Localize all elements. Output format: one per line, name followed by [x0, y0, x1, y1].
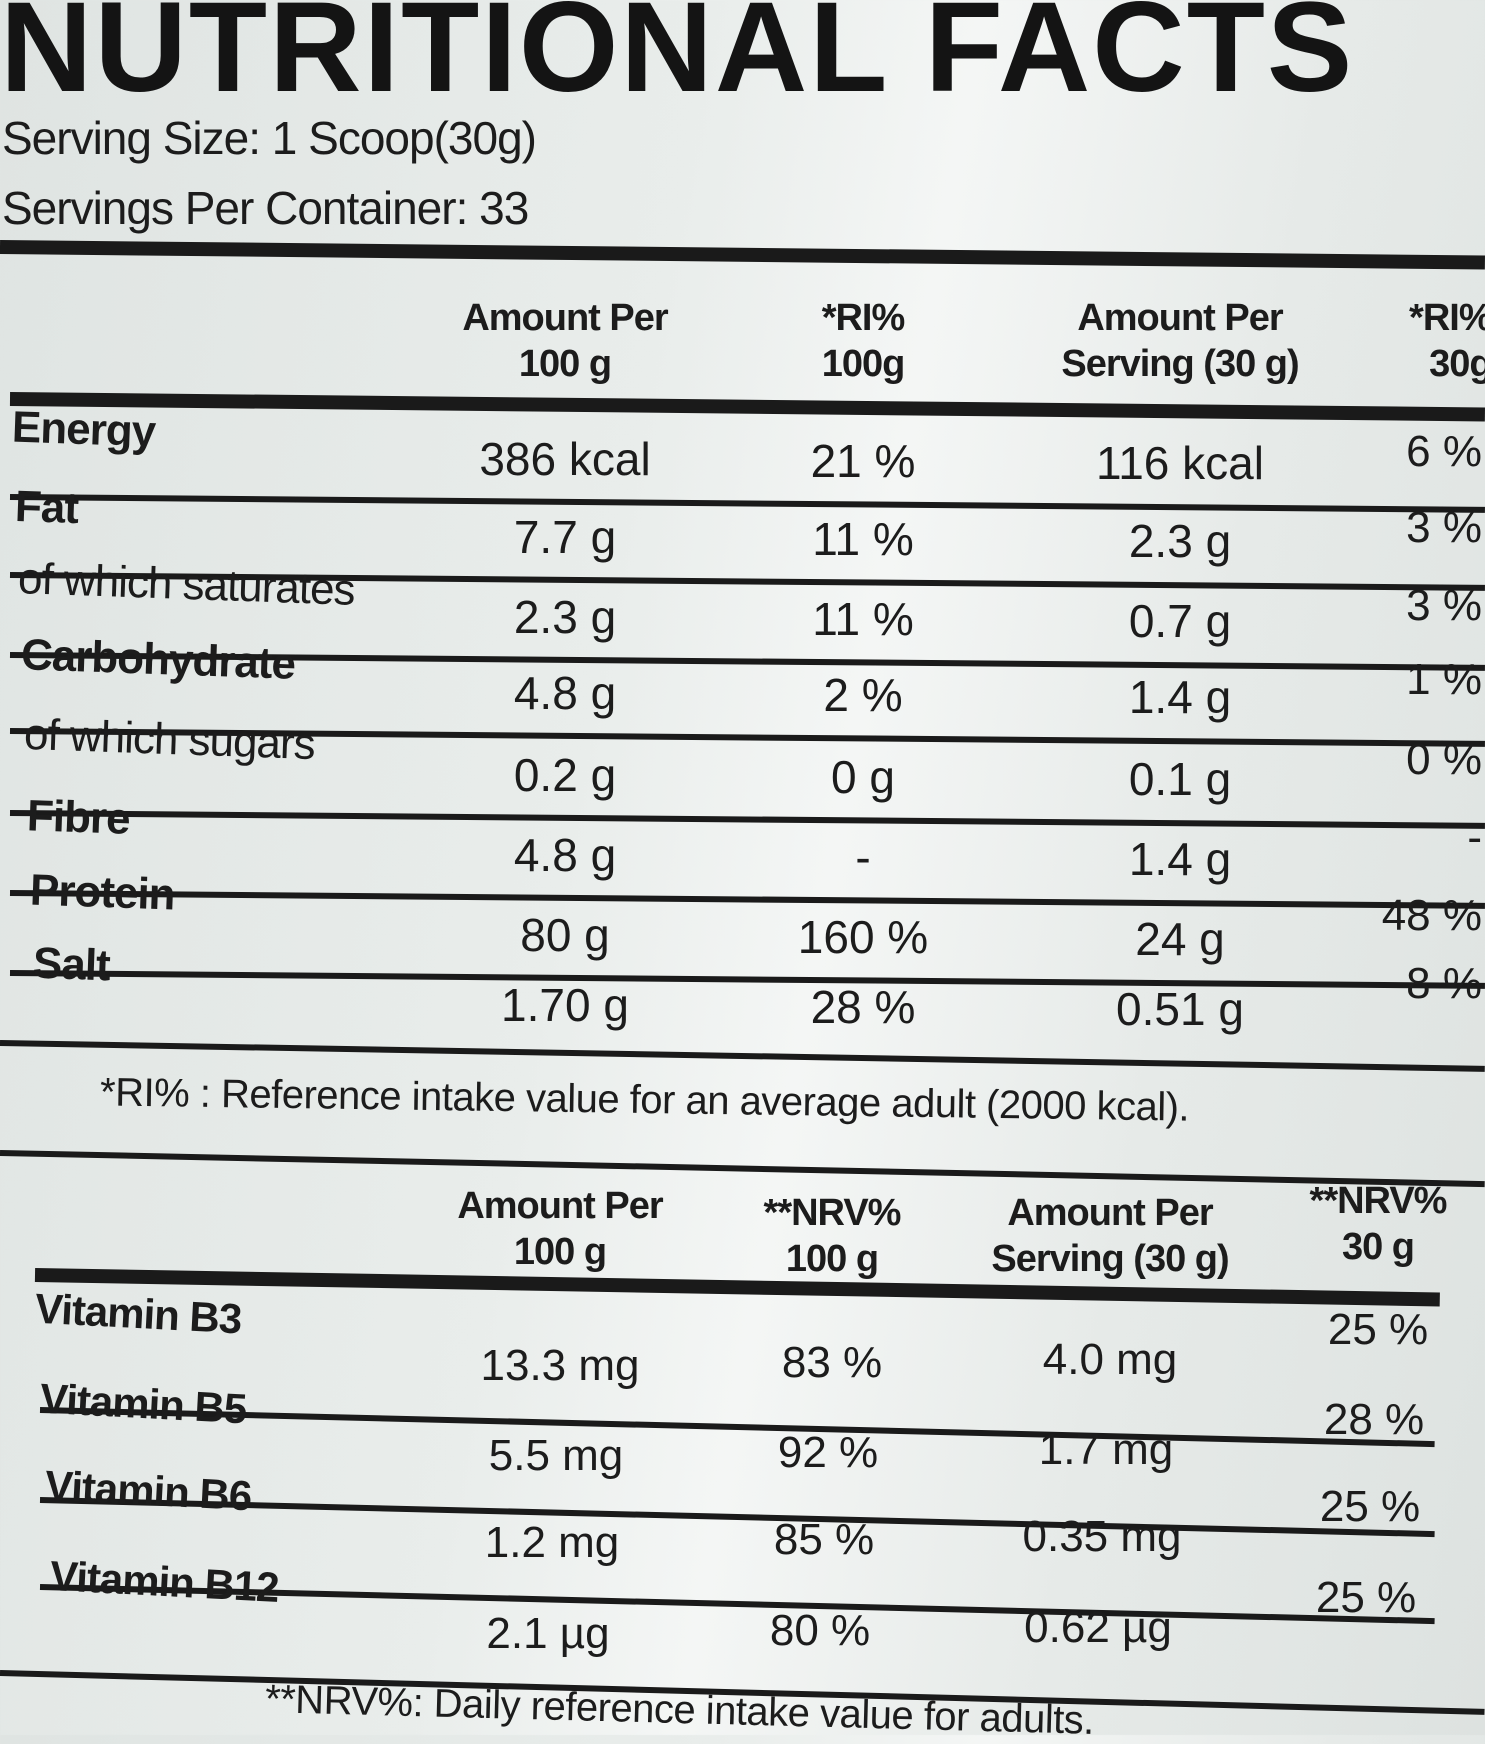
nutrient-value: 4.8 g — [513, 667, 617, 719]
vitamin-label: Vitamin B5 — [38, 1374, 248, 1433]
nutrient-label: Carbohydrate — [20, 630, 296, 689]
nutrient-value: 2 % — [823, 669, 903, 721]
header-nrv-30g: **NRV% 30 g — [1309, 1180, 1448, 1268]
vitamin-value: 80 % — [769, 1606, 871, 1655]
nutrient-label: Fat — [14, 481, 79, 534]
row-divider — [9, 810, 1485, 829]
nutrient-value: 11 % — [812, 593, 914, 645]
row-divider — [9, 890, 1485, 909]
nutrient-value: 0 % — [1406, 735, 1482, 784]
vitamin-label: Vitamin B3 — [33, 1284, 243, 1343]
row-divider — [34, 1268, 1440, 1307]
nutrient-label: of which saturates — [17, 554, 356, 615]
nutrient-value: 160 % — [797, 911, 929, 963]
header-nrv-100g: **NRV% 100 g — [763, 1192, 902, 1280]
header-amount-per-100g: Amount Per 100 g — [462, 297, 668, 385]
nutrient-value: - — [1467, 813, 1482, 862]
header-ri-100g: *RI% 100g — [821, 297, 906, 385]
vitamin-value: 1.7 mg — [1038, 1425, 1174, 1474]
vitamin-label: Vitamin B6 — [43, 1461, 253, 1520]
nutrient-label: Protein — [29, 865, 176, 920]
divider — [0, 1150, 1485, 1188]
serving-size: Serving Size: 1 Scoop(30g) — [2, 112, 537, 164]
vitamin-value: 25 % — [1319, 1482, 1421, 1531]
nutrient-value: 1.4 g — [1128, 671, 1232, 723]
nutrient-value: 48 % — [1381, 891, 1482, 940]
nutrient-value: 8 % — [1406, 959, 1482, 1008]
nutrient-value: 28 % — [810, 981, 916, 1033]
nutrient-value: 21 % — [810, 435, 916, 487]
nutrient-value: 386 kcal — [479, 433, 651, 485]
nutrient-label: Fibre — [26, 791, 131, 844]
row-divider — [9, 494, 1485, 513]
header-ri-30g: *RI% 30g — [1409, 297, 1485, 385]
nutrient-value: 1.4 g — [1128, 833, 1232, 885]
nutrient-value: 0.2 g — [513, 749, 617, 801]
vitamin-value: 25 % — [1315, 1573, 1417, 1622]
nutrient-value: 7.7 g — [513, 511, 617, 563]
nutrient-value: 1 % — [1406, 655, 1482, 704]
nutrient-value: 116 kcal — [1096, 437, 1264, 489]
nrv-footnote: **NRV%: Daily reference intake value for… — [264, 1677, 1095, 1743]
header-amount-per-serving: Amount Per Serving (30 g) — [991, 1192, 1229, 1280]
vitamin-label: Vitamin B12 — [48, 1552, 280, 1611]
servings-per-container: Servings Per Container: 33 — [2, 182, 529, 234]
vitamin-value: 1.2 mg — [484, 1518, 620, 1567]
row-divider — [0, 1040, 1485, 1072]
vitamin-value: 83 % — [781, 1338, 883, 1387]
vitamin-value: 0.62 µg — [1024, 1603, 1172, 1652]
nutrient-value: 4.8 g — [513, 829, 617, 881]
vitamin-value: 0.35 mg — [1022, 1512, 1182, 1561]
vitamin-value: 13.3 mg — [480, 1341, 640, 1390]
row-divider — [9, 970, 1485, 989]
nutrient-value: 0.1 g — [1128, 753, 1232, 805]
nutrient-value: - — [855, 831, 871, 883]
nutrient-label: Energy — [11, 402, 157, 457]
nutrient-value: 3 % — [1406, 581, 1482, 630]
vitamin-value: 4.0 mg — [1042, 1335, 1178, 1384]
label-title: NUTRITIONAL FACTS — [0, 0, 1355, 119]
nutrient-value: 2.3 g — [513, 591, 617, 643]
nutrient-value: 0.51 g — [1116, 983, 1244, 1035]
vitamin-value: 2.1 µg — [486, 1609, 610, 1658]
nutrient-value: 0 g — [831, 751, 895, 803]
header-amount-per-100g: Amount Per 100 g — [457, 1185, 663, 1273]
divider — [0, 240, 1485, 270]
vitamin-value: 5.5 mg — [488, 1431, 624, 1480]
nutrient-value: 11 % — [812, 513, 914, 565]
nutrient-value: 1.70 g — [501, 979, 629, 1031]
nutrient-value: 24 g — [1135, 913, 1225, 965]
header-amount-per-serving: Amount Per Serving (30 g) — [1061, 297, 1299, 385]
vitamin-value: 28 % — [1323, 1395, 1425, 1444]
nutrient-value: 0.7 g — [1128, 595, 1232, 647]
nutrient-value: 3 % — [1406, 503, 1482, 552]
nutrient-label: of which sugars — [23, 709, 316, 770]
row-divider — [9, 392, 1485, 422]
nutrient-value: 2.3 g — [1128, 515, 1232, 567]
vitamin-value: 25 % — [1327, 1305, 1429, 1354]
vitamin-value: 92 % — [777, 1428, 879, 1477]
row-divider — [39, 1407, 1435, 1448]
nutrient-label: Salt — [32, 938, 111, 991]
nutrient-value: 6 % — [1406, 427, 1482, 476]
nutrient-value: 80 g — [520, 909, 610, 961]
vitamin-value: 85 % — [773, 1515, 875, 1564]
ri-footnote: *RI% : Reference intake value for an ave… — [99, 1070, 1190, 1130]
